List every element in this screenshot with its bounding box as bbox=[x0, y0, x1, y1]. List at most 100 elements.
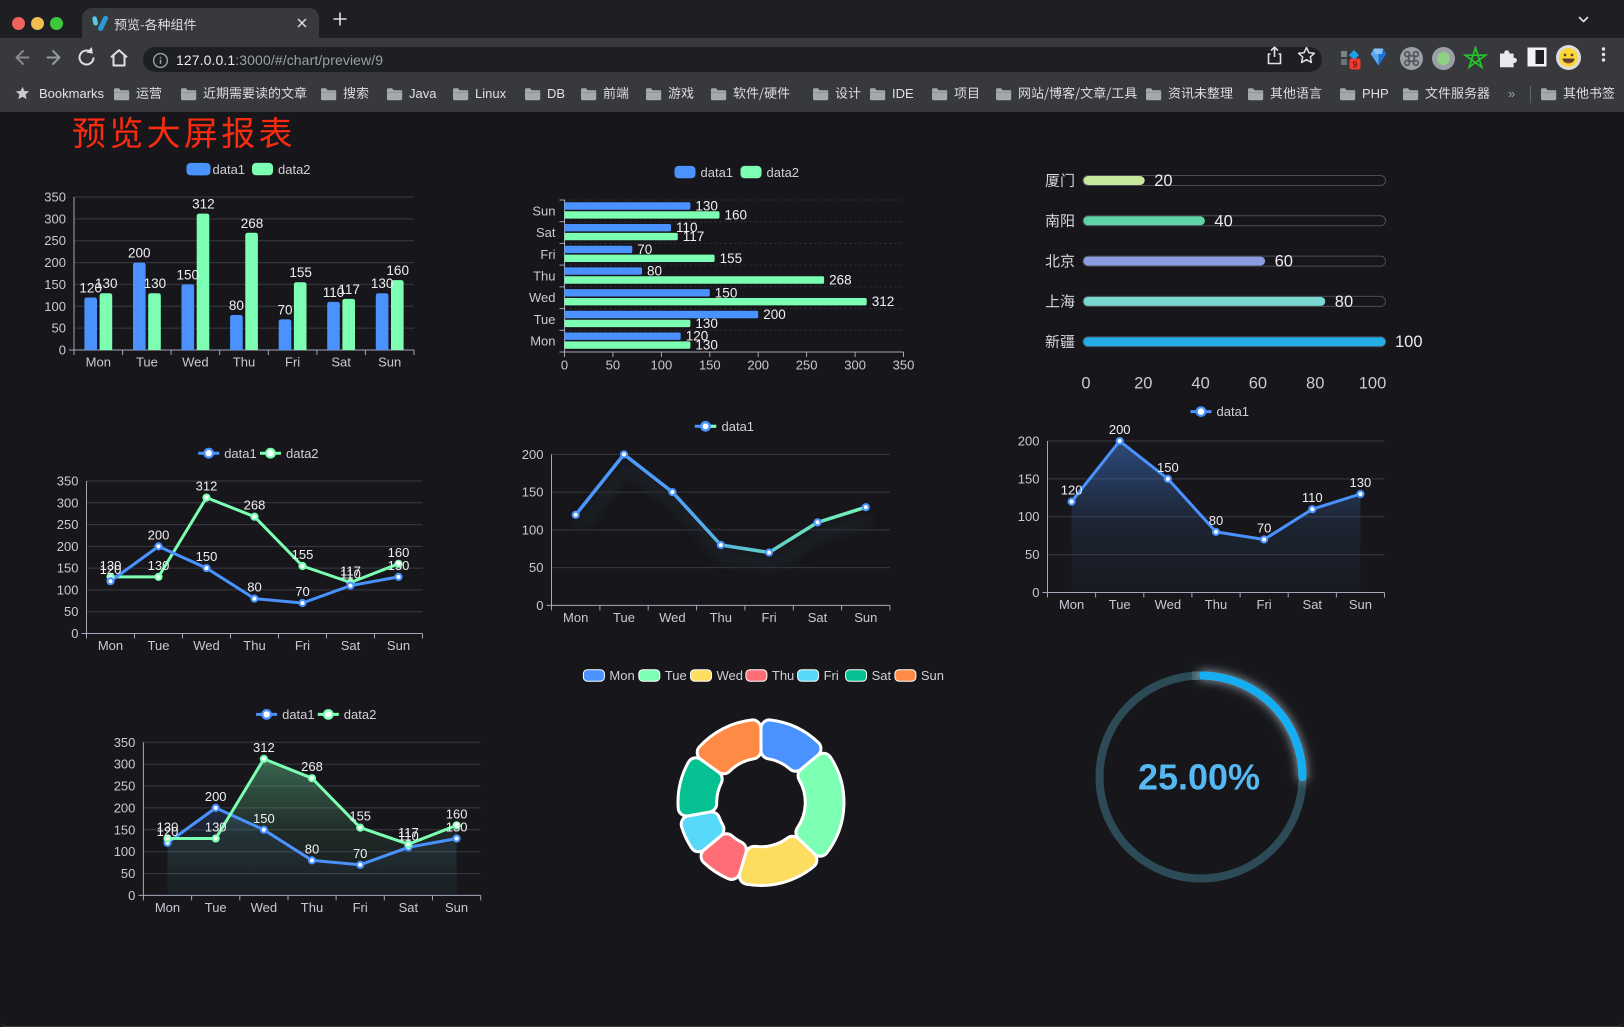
svg-text:data2: data2 bbox=[767, 165, 800, 180]
svg-text:0: 0 bbox=[1032, 585, 1039, 600]
svg-text:155: 155 bbox=[292, 547, 314, 562]
svg-text:312: 312 bbox=[253, 740, 275, 755]
svg-text:200: 200 bbox=[57, 539, 79, 554]
svg-text:150: 150 bbox=[177, 267, 200, 282]
svg-text:Sun: Sun bbox=[445, 900, 468, 915]
svg-text:data1: data1 bbox=[224, 446, 257, 461]
svg-text:60: 60 bbox=[1275, 253, 1293, 271]
svg-text:130: 130 bbox=[695, 316, 718, 331]
svg-text:Tue: Tue bbox=[205, 900, 227, 915]
svg-text:150: 150 bbox=[253, 811, 275, 826]
svg-text:100: 100 bbox=[651, 358, 673, 373]
svg-text:110: 110 bbox=[340, 567, 361, 582]
svg-text:70: 70 bbox=[277, 302, 292, 317]
svg-text:Wed: Wed bbox=[182, 355, 209, 370]
svg-text:80: 80 bbox=[1306, 375, 1324, 393]
svg-text:150: 150 bbox=[57, 561, 79, 576]
svg-text:20: 20 bbox=[1154, 172, 1172, 190]
svg-text:data1: data1 bbox=[282, 707, 315, 722]
svg-text:0: 0 bbox=[128, 888, 135, 903]
svg-text:100: 100 bbox=[57, 582, 79, 597]
svg-text:80: 80 bbox=[305, 841, 319, 856]
svg-text:Fri: Fri bbox=[762, 610, 777, 625]
svg-text:Mon: Mon bbox=[1059, 597, 1084, 612]
svg-text:Wed: Wed bbox=[1155, 597, 1182, 612]
svg-text:Fri: Fri bbox=[353, 900, 368, 915]
svg-text:Fri: Fri bbox=[1257, 597, 1272, 612]
svg-text:150: 150 bbox=[196, 549, 218, 564]
svg-text:160: 160 bbox=[388, 545, 410, 560]
svg-text:130: 130 bbox=[695, 199, 718, 214]
svg-text:data1: data1 bbox=[1217, 404, 1250, 419]
svg-text:25.00%: 25.00% bbox=[1138, 757, 1260, 798]
svg-text:200: 200 bbox=[114, 800, 136, 815]
svg-text:100: 100 bbox=[114, 844, 136, 859]
svg-text:50: 50 bbox=[64, 604, 78, 619]
svg-text:data1: data1 bbox=[722, 419, 755, 434]
svg-text:130: 130 bbox=[148, 558, 170, 573]
svg-text:150: 150 bbox=[1157, 460, 1179, 475]
svg-text:40: 40 bbox=[1191, 375, 1209, 393]
svg-text:100: 100 bbox=[1359, 375, 1387, 393]
svg-text:70: 70 bbox=[353, 846, 367, 861]
svg-text:70: 70 bbox=[1257, 521, 1271, 536]
svg-text:Thu: Thu bbox=[233, 355, 255, 370]
svg-text:80: 80 bbox=[229, 298, 244, 313]
svg-text:Wed: Wed bbox=[529, 290, 556, 305]
svg-text:117: 117 bbox=[340, 564, 361, 579]
svg-text:50: 50 bbox=[52, 321, 66, 336]
svg-text:100: 100 bbox=[44, 299, 66, 314]
svg-text:Thu: Thu bbox=[301, 900, 323, 915]
svg-text:Sat: Sat bbox=[536, 225, 556, 240]
svg-text:350: 350 bbox=[893, 358, 915, 373]
svg-text:200: 200 bbox=[205, 789, 227, 804]
svg-text:350: 350 bbox=[57, 474, 79, 489]
svg-text:150: 150 bbox=[699, 358, 721, 373]
svg-text:130: 130 bbox=[205, 820, 227, 835]
svg-text:110: 110 bbox=[323, 285, 345, 300]
svg-text:Fri: Fri bbox=[824, 668, 839, 683]
svg-text:data1: data1 bbox=[213, 162, 246, 177]
svg-text:300: 300 bbox=[844, 358, 866, 373]
svg-text:Sun: Sun bbox=[387, 638, 410, 653]
svg-text:130: 130 bbox=[446, 820, 468, 835]
svg-text:200: 200 bbox=[128, 246, 151, 261]
svg-text:Sun: Sun bbox=[854, 610, 877, 625]
svg-text:130: 130 bbox=[95, 276, 118, 291]
svg-text:350: 350 bbox=[44, 190, 66, 205]
svg-text:data1: data1 bbox=[701, 165, 734, 180]
svg-text:110: 110 bbox=[676, 220, 698, 235]
svg-text:200: 200 bbox=[747, 358, 769, 373]
svg-text:Mon: Mon bbox=[563, 610, 588, 625]
svg-text:0: 0 bbox=[1081, 375, 1090, 393]
svg-text:130: 130 bbox=[157, 820, 179, 835]
svg-text:80: 80 bbox=[247, 580, 261, 595]
svg-text:312: 312 bbox=[872, 294, 895, 309]
svg-text:300: 300 bbox=[114, 757, 136, 772]
svg-text:120: 120 bbox=[157, 824, 179, 839]
svg-text:Sun: Sun bbox=[378, 355, 401, 370]
svg-text:300: 300 bbox=[44, 211, 66, 226]
svg-text:Wed: Wed bbox=[193, 638, 220, 653]
svg-text:250: 250 bbox=[114, 779, 136, 794]
svg-text:Sat: Sat bbox=[872, 668, 892, 683]
svg-text:312: 312 bbox=[192, 197, 215, 212]
svg-text:Mon: Mon bbox=[609, 668, 634, 683]
svg-text:Tue: Tue bbox=[665, 668, 687, 683]
svg-text:Mon: Mon bbox=[86, 355, 111, 370]
svg-text:250: 250 bbox=[57, 517, 79, 532]
svg-text:117: 117 bbox=[398, 825, 419, 840]
svg-text:268: 268 bbox=[241, 216, 264, 231]
svg-text:data2: data2 bbox=[278, 162, 311, 177]
svg-text:120: 120 bbox=[1061, 483, 1083, 498]
svg-text:Tue: Tue bbox=[534, 312, 556, 327]
svg-text:Fri: Fri bbox=[285, 355, 300, 370]
svg-text:200: 200 bbox=[44, 255, 66, 270]
svg-text:Tue: Tue bbox=[1109, 597, 1131, 612]
svg-text:Mon: Mon bbox=[530, 334, 555, 349]
svg-text:Tue: Tue bbox=[136, 355, 158, 370]
svg-text:0: 0 bbox=[536, 598, 543, 613]
svg-text:160: 160 bbox=[725, 207, 748, 222]
svg-text:250: 250 bbox=[796, 358, 818, 373]
svg-text:150: 150 bbox=[114, 822, 136, 837]
